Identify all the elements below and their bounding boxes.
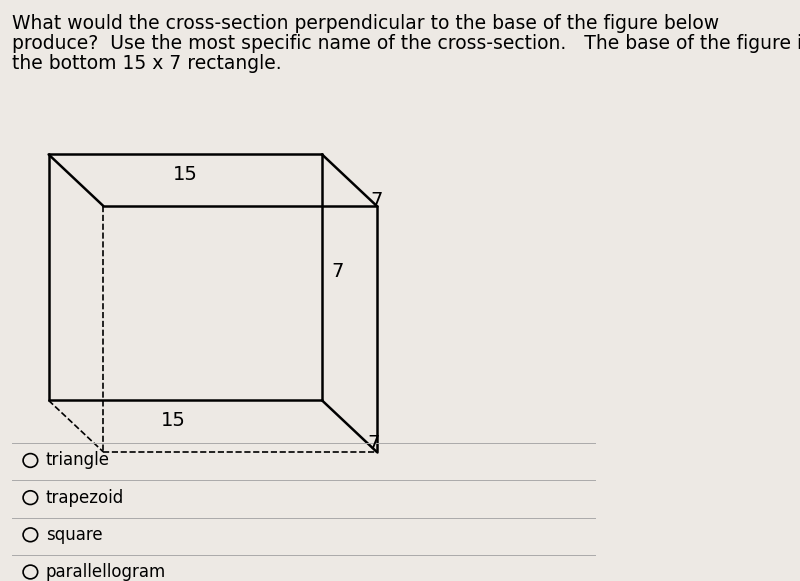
Text: triangle: triangle — [46, 451, 110, 469]
Text: 15: 15 — [173, 165, 198, 184]
Text: produce?  Use the most specific name of the cross-section.   The base of the fig: produce? Use the most specific name of t… — [12, 34, 800, 53]
Text: square: square — [46, 526, 102, 544]
Text: trapezoid: trapezoid — [46, 489, 124, 507]
Text: 15: 15 — [161, 411, 186, 430]
Text: 7: 7 — [367, 434, 380, 453]
Text: 7: 7 — [331, 262, 343, 281]
Text: 7: 7 — [370, 191, 383, 210]
Text: parallellogram: parallellogram — [46, 563, 166, 581]
Text: What would the cross-section perpendicular to the base of the figure below: What would the cross-section perpendicul… — [12, 15, 719, 33]
Text: the bottom 15 x 7 rectangle.: the bottom 15 x 7 rectangle. — [12, 55, 282, 73]
